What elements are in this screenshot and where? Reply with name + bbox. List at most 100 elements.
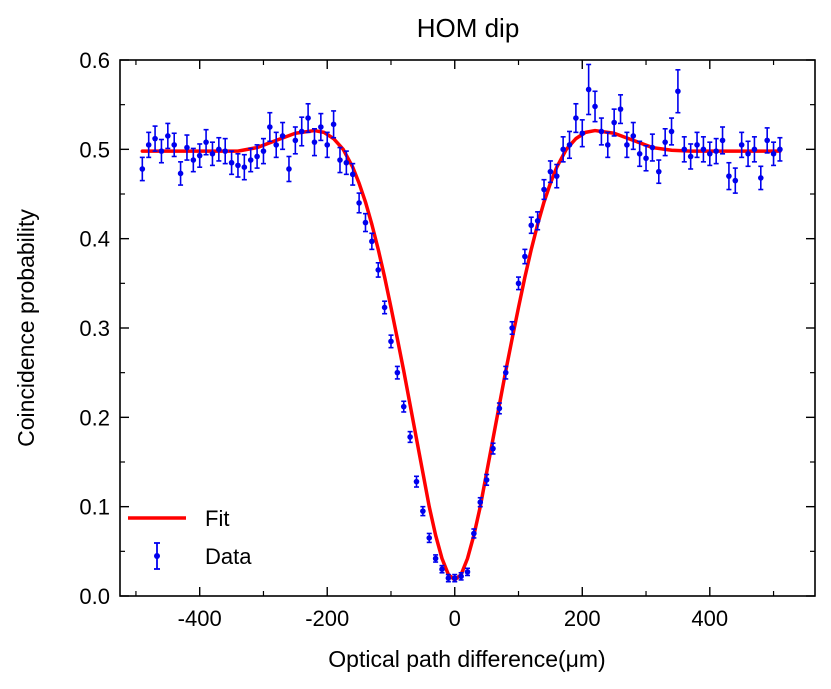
data-marker bbox=[726, 173, 732, 179]
data-point bbox=[381, 300, 388, 315]
data-marker bbox=[502, 369, 509, 376]
data-point bbox=[502, 365, 509, 380]
data-point bbox=[286, 155, 292, 183]
data-point bbox=[643, 144, 649, 172]
data-marker bbox=[311, 139, 318, 145]
data-point bbox=[324, 131, 331, 159]
data-point bbox=[177, 161, 184, 186]
y-axis-label: Coincidence probability bbox=[13, 209, 39, 447]
data-marker bbox=[305, 115, 311, 121]
data-point bbox=[777, 136, 783, 162]
data-marker bbox=[343, 159, 350, 166]
data-point bbox=[713, 137, 719, 165]
data-point bbox=[349, 162, 356, 186]
data-point bbox=[758, 165, 764, 191]
data-marker bbox=[528, 222, 535, 229]
data-marker bbox=[400, 403, 407, 410]
data-marker bbox=[541, 186, 547, 193]
data-point bbox=[706, 141, 713, 167]
data-point bbox=[388, 334, 394, 349]
data-marker bbox=[235, 162, 241, 169]
data-point bbox=[298, 116, 305, 147]
data-point bbox=[636, 140, 643, 168]
axis-ticks: -400 -200 0 200 400 0.0 0.1 0.2 0.3 0.4 0.5 0.6 bbox=[79, 48, 815, 631]
data-marker bbox=[432, 555, 439, 562]
data-marker bbox=[573, 115, 579, 121]
data-point bbox=[445, 573, 452, 583]
data-marker bbox=[687, 153, 694, 160]
data-marker bbox=[515, 280, 522, 287]
data-point bbox=[687, 143, 694, 170]
data-point bbox=[451, 573, 458, 583]
data-marker bbox=[139, 166, 146, 172]
data-point bbox=[732, 167, 739, 194]
data-point bbox=[260, 137, 267, 165]
data-marker bbox=[286, 166, 292, 172]
data-marker bbox=[611, 119, 617, 126]
data-marker bbox=[668, 128, 675, 135]
data-point bbox=[152, 125, 158, 152]
data-marker bbox=[592, 103, 598, 110]
data-marker bbox=[330, 121, 337, 128]
data-point bbox=[764, 127, 770, 154]
data-point bbox=[745, 140, 751, 168]
data-marker bbox=[260, 148, 267, 154]
data-point bbox=[184, 134, 190, 161]
data-point bbox=[158, 138, 165, 164]
data-marker bbox=[369, 238, 375, 245]
data-marker bbox=[636, 151, 643, 157]
x-tick-label: -400 bbox=[178, 606, 222, 631]
y-tick-label: 0.2 bbox=[79, 405, 110, 430]
data-marker bbox=[254, 153, 260, 160]
data-marker bbox=[356, 200, 362, 206]
data-point bbox=[553, 163, 560, 189]
data-marker bbox=[751, 146, 758, 153]
data-point bbox=[330, 110, 337, 139]
y-tick-label: 0.1 bbox=[79, 495, 110, 520]
data-point bbox=[222, 137, 229, 165]
data-marker bbox=[471, 530, 477, 537]
data-point bbox=[522, 248, 528, 265]
data-marker bbox=[643, 155, 649, 162]
data-series bbox=[139, 63, 783, 583]
fit-series bbox=[140, 128, 782, 582]
data-marker bbox=[764, 137, 770, 144]
data-marker bbox=[420, 508, 426, 514]
data-point bbox=[579, 119, 586, 148]
data-point bbox=[279, 121, 286, 151]
data-point bbox=[668, 117, 675, 146]
data-point bbox=[305, 102, 311, 134]
data-point bbox=[420, 505, 426, 517]
y-tick-label: 0.6 bbox=[79, 48, 110, 73]
data-marker bbox=[247, 157, 254, 163]
data-marker bbox=[145, 142, 152, 148]
data-point bbox=[190, 147, 197, 173]
data-point bbox=[649, 133, 656, 162]
data-marker bbox=[496, 405, 503, 412]
fit-line bbox=[140, 128, 782, 582]
data-point bbox=[432, 554, 439, 563]
data-marker bbox=[279, 133, 286, 139]
data-point bbox=[171, 132, 177, 158]
data-point bbox=[139, 156, 146, 182]
data-marker bbox=[522, 253, 528, 260]
data-marker bbox=[770, 151, 777, 157]
data-point bbox=[655, 159, 662, 185]
data-marker bbox=[216, 146, 222, 153]
data-point bbox=[356, 192, 362, 214]
x-tick-label: 200 bbox=[564, 606, 601, 631]
data-marker bbox=[662, 139, 668, 145]
data-marker bbox=[451, 575, 458, 581]
data-marker bbox=[426, 535, 433, 541]
data-point bbox=[604, 131, 611, 159]
data-point bbox=[573, 102, 579, 134]
data-marker bbox=[388, 338, 394, 345]
legend-data-label: Data bbox=[205, 544, 252, 569]
data-marker bbox=[553, 173, 560, 179]
data-point bbox=[770, 141, 777, 167]
data-marker bbox=[477, 499, 484, 506]
data-marker bbox=[713, 148, 719, 154]
data-point bbox=[483, 473, 490, 487]
data-point bbox=[228, 150, 235, 176]
data-point bbox=[318, 112, 324, 142]
